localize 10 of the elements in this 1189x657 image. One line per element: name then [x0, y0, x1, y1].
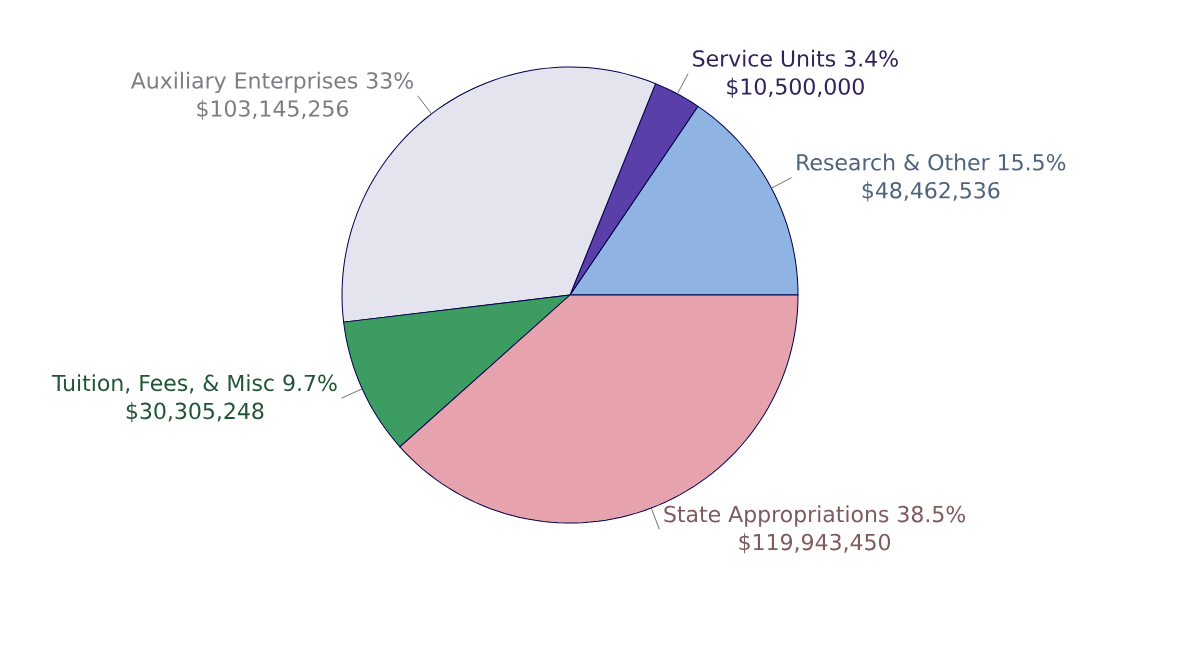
data-label: $48,462,536	[862, 181, 1000, 202]
data-label: $10,500,000	[727, 77, 864, 98]
slice-label: Auxiliary Enterprises 33%	[130, 71, 413, 94]
data-label: $103,145,256	[197, 99, 348, 120]
slice-label: Service Units 3.4%	[693, 49, 898, 67]
data-label: $30,305,248	[126, 402, 264, 423]
slice-label: Tuition, Fees, & Misc 9.7%	[51, 374, 337, 394]
data-label: $119,943,450	[739, 533, 891, 554]
slice-label: Research & Other 15.5%	[797, 153, 1066, 171]
slice-label: State Appropriations 38.5%	[664, 505, 966, 527]
